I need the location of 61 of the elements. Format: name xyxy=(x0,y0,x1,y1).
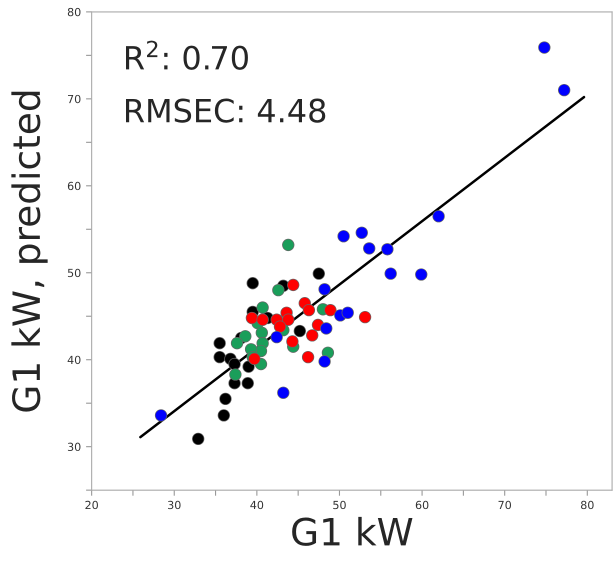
point xyxy=(358,310,372,324)
point xyxy=(219,392,232,406)
point xyxy=(342,306,354,319)
point xyxy=(218,409,230,422)
annotation: RMSEC: 4.48 xyxy=(126,98,326,123)
point xyxy=(256,314,269,326)
point xyxy=(282,314,294,326)
point xyxy=(272,284,284,296)
point xyxy=(277,386,290,399)
point xyxy=(306,329,318,342)
point xyxy=(337,230,350,242)
y-tick-label: 30 xyxy=(68,442,80,452)
y-tick-label: 50 xyxy=(68,268,80,278)
x-tick-label: 80 xyxy=(580,500,594,510)
point xyxy=(320,322,332,335)
point xyxy=(324,304,337,316)
point xyxy=(432,210,445,222)
point xyxy=(302,304,316,316)
x-tick-label: 40 xyxy=(250,500,264,510)
point xyxy=(270,330,283,344)
point xyxy=(256,301,269,314)
point xyxy=(239,330,252,342)
point xyxy=(538,41,550,54)
point xyxy=(154,409,168,422)
point xyxy=(558,84,570,96)
point xyxy=(242,377,254,390)
point xyxy=(318,283,331,296)
point xyxy=(287,278,300,292)
y-tick-label: 60 xyxy=(68,182,80,190)
y-tick-label: 70 xyxy=(68,94,80,104)
y-tick-label: 80 xyxy=(68,8,80,16)
point xyxy=(363,242,376,255)
point xyxy=(312,267,325,280)
y-axis-title: G1 kW, predicted xyxy=(11,92,48,412)
point xyxy=(381,243,394,256)
point xyxy=(282,238,294,252)
x-axis-title: G1 kW xyxy=(292,516,412,546)
point xyxy=(318,355,331,368)
point xyxy=(356,226,368,239)
point xyxy=(415,268,428,281)
point xyxy=(214,350,226,364)
annotation: R$^{2}$: 0.70 xyxy=(126,40,248,70)
point xyxy=(229,368,242,381)
point xyxy=(384,267,397,280)
point xyxy=(192,432,204,446)
point xyxy=(256,326,268,339)
x-tick-label: 50 xyxy=(333,500,346,510)
point xyxy=(246,277,259,290)
point xyxy=(274,320,286,333)
y-tick-label: 40 xyxy=(68,356,80,364)
point xyxy=(230,337,244,350)
x-tick-label: 60 xyxy=(416,500,428,510)
point xyxy=(286,335,299,348)
point xyxy=(228,358,241,370)
point xyxy=(214,337,226,350)
point xyxy=(302,350,314,364)
x-tick-label: 20 xyxy=(85,500,98,510)
point xyxy=(246,312,258,324)
point xyxy=(294,324,306,338)
x-tick-label: 70 xyxy=(498,500,512,510)
x-tick-label: 30 xyxy=(168,500,181,510)
